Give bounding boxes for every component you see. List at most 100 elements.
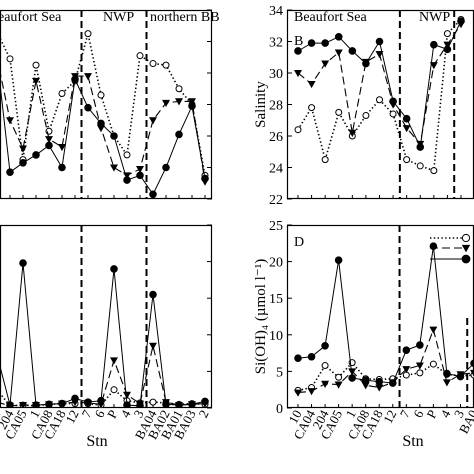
data-point xyxy=(362,59,370,68)
chart-panel-bottom-right: 051015202510CA04204CA051CA08CA181276P43B… xyxy=(253,219,474,450)
data-point xyxy=(294,47,302,55)
data-point xyxy=(45,400,53,408)
data-point xyxy=(123,401,131,408)
x-tick-label: 2 xyxy=(195,407,211,420)
data-point xyxy=(294,69,302,78)
x-tick-label: 10 xyxy=(285,407,304,426)
data-point xyxy=(149,60,157,68)
data-point xyxy=(97,91,105,99)
data-point xyxy=(457,17,465,25)
y-tick-label: 25 xyxy=(269,219,283,234)
y-tick-label: 15 xyxy=(269,292,283,307)
data-point xyxy=(416,162,424,170)
data-point xyxy=(321,362,329,370)
y-tick-label: 0 xyxy=(276,402,283,417)
data-point xyxy=(402,125,411,133)
data-point xyxy=(45,127,53,135)
data-point xyxy=(58,163,66,172)
data-point xyxy=(19,402,27,408)
data-point xyxy=(402,114,411,123)
y-tick-label: 30 xyxy=(269,67,283,82)
data-point xyxy=(294,126,302,134)
data-point xyxy=(123,391,131,399)
data-point xyxy=(175,130,183,139)
data-point xyxy=(32,151,40,159)
panel-label: D xyxy=(294,235,304,250)
y-tick-label: 26 xyxy=(269,130,283,145)
y-tick-label: 32 xyxy=(269,36,283,51)
chart-panel-top-left: eaufort Sea NWP northern BB xyxy=(0,9,220,200)
data-point xyxy=(402,346,411,354)
series-line-solid-filled-circle xyxy=(297,246,474,384)
data-point xyxy=(348,374,356,382)
data-point xyxy=(45,136,53,144)
data-point xyxy=(110,164,118,172)
data-point xyxy=(6,168,14,177)
series-line-dotted-open-circle xyxy=(0,33,206,176)
data-point xyxy=(430,40,438,49)
series-line-dotted-open-circle xyxy=(0,388,206,407)
data-point xyxy=(201,397,209,406)
y-axis-label: Salinity xyxy=(253,81,269,128)
data-point xyxy=(188,400,196,408)
data-point xyxy=(415,362,424,370)
x-tick-label: 12 xyxy=(62,407,81,426)
data-point xyxy=(388,379,397,387)
data-point xyxy=(307,388,316,396)
data-point xyxy=(123,151,131,159)
y-tick-label: 28 xyxy=(269,99,283,114)
region-label: eaufort Sea xyxy=(0,10,62,25)
y-tick-label: 10 xyxy=(269,329,283,344)
data-point xyxy=(19,158,27,167)
data-point xyxy=(456,372,465,381)
x-axis-label: Stn xyxy=(402,433,423,450)
data-point xyxy=(71,394,79,403)
data-point xyxy=(389,110,397,118)
region-label: NWP xyxy=(419,10,450,25)
data-point xyxy=(162,61,170,69)
data-point xyxy=(348,129,357,137)
data-point xyxy=(58,399,66,408)
data-point xyxy=(110,265,118,273)
series-group xyxy=(0,30,209,199)
legend-marker xyxy=(461,254,471,264)
data-point xyxy=(175,85,183,93)
data-point xyxy=(308,104,316,112)
data-point xyxy=(6,117,14,125)
data-point xyxy=(6,401,14,408)
series-group xyxy=(294,242,474,397)
data-point xyxy=(45,141,53,150)
data-point xyxy=(71,75,79,84)
data-point xyxy=(335,373,343,381)
panel-label: B xyxy=(294,34,303,49)
data-point xyxy=(389,97,397,106)
data-point xyxy=(149,190,157,199)
data-point xyxy=(375,377,384,386)
data-point xyxy=(110,386,118,394)
data-point xyxy=(136,402,144,408)
data-point xyxy=(376,96,383,104)
data-point xyxy=(375,384,384,392)
data-point xyxy=(416,369,424,377)
data-point xyxy=(19,259,27,267)
data-point xyxy=(149,290,157,299)
data-point xyxy=(123,176,131,184)
data-point xyxy=(19,145,27,153)
legend-marker xyxy=(461,244,471,253)
series-group xyxy=(0,259,209,408)
data-point xyxy=(162,99,170,108)
series-line-solid-filled-circle xyxy=(0,263,206,407)
chart-panel-top-right: 22 24 26 28 30 32 34 Beaufort Sea NWP B Salinity xyxy=(253,4,474,208)
data-point xyxy=(110,357,118,365)
data-point xyxy=(443,45,452,54)
data-point xyxy=(429,360,437,368)
y-tick-label: 24 xyxy=(269,162,283,177)
region-label: NWP xyxy=(103,10,134,25)
data-point xyxy=(58,89,66,97)
data-point xyxy=(375,37,384,46)
data-point xyxy=(149,398,157,406)
data-point xyxy=(201,174,209,183)
data-point xyxy=(334,381,343,389)
data-point xyxy=(470,359,474,368)
